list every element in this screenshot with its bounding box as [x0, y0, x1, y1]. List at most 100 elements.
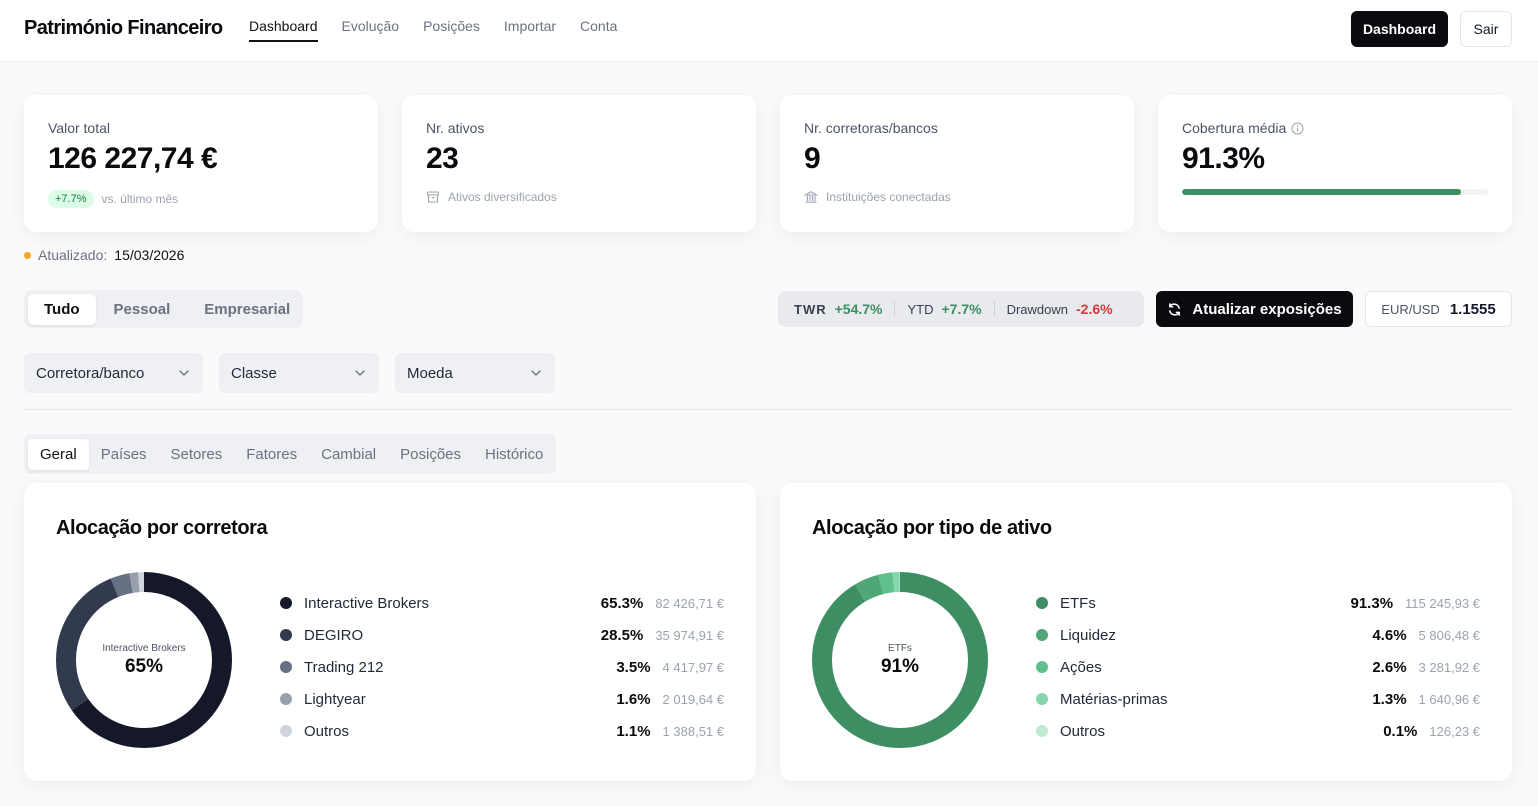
donut-slice-1 — [56, 572, 232, 748]
metric-ytd: YTD +7.7% — [894, 301, 993, 317]
tab-paises[interactable]: Países — [100, 445, 147, 463]
top-navbar: Património Financeiro Dashboard Evolução… — [0, 0, 1538, 62]
legend-name: Ações — [1060, 658, 1102, 676]
kpi-value: 23 — [426, 142, 459, 175]
update-exposures-button[interactable]: Atualizar exposições — [1156, 291, 1353, 327]
legend-pct: 2.6% — [1372, 658, 1407, 676]
metric-twr: TWR +54.7% — [792, 301, 894, 317]
legend-name: Outros — [304, 722, 350, 740]
drawdown-value: -2.6% — [1076, 301, 1113, 317]
legend-values: 1.6% 2 019,64 € — [616, 691, 724, 708]
chart-title: Alocação por tipo de ativo — [812, 517, 1052, 539]
segment-tudo[interactable]: Tudo — [28, 293, 96, 325]
updated-date: 15/03/2026 — [114, 247, 185, 263]
asset-type-allocation-card: Alocação por tipo de ativo ETFs 91% ETFs… — [780, 483, 1512, 781]
broker-allocation-card: Alocação por corretora Interactive Broke… — [24, 483, 756, 781]
fx-value: 1.1555 — [1449, 300, 1496, 318]
donut-slice-3 — [812, 572, 988, 748]
chevron-down-icon — [531, 370, 541, 376]
legend-row: Liquidez 4.6% 5 806,48 € — [1036, 619, 1480, 651]
filter-class-select[interactable]: Classe — [219, 353, 379, 393]
legend-amount: 1 388,51 € — [662, 723, 724, 739]
legend-dot — [280, 629, 292, 641]
updated-label: Atualizado: — [38, 247, 108, 263]
kpi-value: 91.3% — [1182, 142, 1265, 175]
kpi-sub: +7.7% vs. último mês — [48, 190, 178, 208]
nav-conta[interactable]: Conta — [580, 18, 618, 34]
asset-type-donut-chart — [812, 572, 988, 748]
legend-pct: 65.3% — [600, 594, 644, 612]
legend-pct: 0.1% — [1383, 722, 1418, 740]
filter-currency-select[interactable]: Moeda — [395, 353, 555, 393]
nav-dashboard[interactable]: Dashboard — [249, 18, 318, 42]
legend-amount: 2 019,64 € — [662, 691, 724, 707]
legend-amount: 115 245,93 € — [1405, 595, 1480, 611]
legend-pct: 1.1% — [616, 722, 651, 740]
kpi-value: 126 227,74 € — [48, 142, 218, 175]
legend-pct: 4.6% — [1372, 626, 1407, 644]
legend-name: Matérias-primas — [1060, 690, 1168, 708]
legend-amount: 4 417,97 € — [662, 659, 724, 675]
dashboard-button[interactable]: Dashboard — [1351, 11, 1448, 47]
broker-legend: Interactive Brokers 65.3% 82 426,71 € DEG… — [280, 587, 724, 747]
kpi-card-coverage: Cobertura média 91.3% — [1158, 95, 1512, 232]
logout-button[interactable]: Sair — [1460, 11, 1512, 47]
drawdown-label: Drawdown — [1006, 301, 1068, 317]
tab-posicoes[interactable]: Posições — [400, 445, 462, 463]
bank-icon — [804, 191, 818, 203]
refresh-icon — [1169, 302, 1181, 316]
nav-evolucao[interactable]: Evolução — [341, 18, 400, 34]
legend-values: 91.3% 115 245,93 € — [1351, 595, 1481, 612]
legend-dot — [1036, 725, 1048, 737]
legend-row: Interactive Brokers 65.3% 82 426,71 € — [280, 587, 724, 619]
kpi-card-assets: Nr. ativos 23 Ativos diversificados — [402, 95, 756, 232]
tab-fatores[interactable]: Fatores — [246, 445, 298, 463]
main-nav: Dashboard Evolução Posições Importar Con… — [249, 18, 617, 42]
app-title: Património Financeiro — [24, 17, 223, 39]
legend-values: 2.6% 3 281,92 € — [1372, 659, 1480, 676]
donut-slice-4 — [56, 572, 232, 748]
tab-cambial[interactable]: Cambial — [321, 445, 377, 463]
legend-amount: 5 806,48 € — [1418, 627, 1480, 643]
legend-row: Outros 1.1% 1 388,51 € — [280, 715, 724, 747]
filter-broker-select[interactable]: Corretora/banco — [24, 353, 203, 393]
legend-row: Matérias-primas 1.3% 1 640,96 € — [1036, 683, 1480, 715]
legend-amount: 126,23 € — [1429, 723, 1480, 739]
legend-pct: 91.3% — [1350, 594, 1394, 612]
archive-icon — [426, 191, 440, 203]
ytd-value: +7.7% — [941, 301, 982, 317]
legend-values: 4.6% 5 806,48 € — [1372, 627, 1480, 644]
segment-pessoal[interactable]: Pessoal — [113, 300, 171, 318]
legend-row: Outros 0.1% 126,23 € — [1036, 715, 1480, 747]
legend-name: Lightyear — [304, 690, 366, 708]
legend-row: DEGIRO 28.5% 35 974,91 € — [280, 619, 724, 651]
tab-historico[interactable]: Histórico — [485, 445, 544, 463]
legend-row: Trading 212 3.5% 4 417,97 € — [280, 651, 724, 683]
last-updated: Atualizado: 15/03/2026 — [24, 247, 184, 263]
legend-amount: 35 974,91 € — [655, 627, 724, 643]
update-button-label: Atualizar exposições — [1192, 300, 1342, 318]
segment-empresarial[interactable]: Empresarial — [204, 300, 291, 318]
coverage-progress-bar — [1182, 189, 1488, 195]
scope-segmented-control: Tudo Pessoal Empresarial — [24, 290, 303, 328]
change-badge: +7.7% — [48, 190, 94, 208]
legend-amount: 3 281,92 € — [1418, 659, 1480, 675]
kpi-caption: Ativos diversificados — [448, 190, 557, 204]
legend-amount: 82 426,71 € — [655, 595, 724, 611]
nav-importar[interactable]: Importar — [503, 18, 557, 34]
legend-name: Trading 212 — [304, 658, 384, 676]
tab-setores[interactable]: Setores — [170, 445, 223, 463]
legend-row: Lightyear 1.6% 2 019,64 € — [280, 683, 724, 715]
filter-label: Corretora/banco — [36, 364, 145, 382]
metric-drawdown: Drawdown -2.6% — [993, 301, 1125, 317]
chart-title: Alocação por corretora — [56, 517, 268, 539]
legend-row: ETFs 91.3% 115 245,93 € — [1036, 587, 1480, 619]
coverage-progress-fill — [1182, 189, 1462, 195]
broker-donut-chart — [56, 572, 232, 748]
tab-geral[interactable]: Geral — [28, 438, 89, 470]
info-icon[interactable] — [1291, 122, 1304, 135]
kpi-label: Valor total — [48, 120, 110, 136]
legend-pct: 1.3% — [1372, 690, 1407, 708]
nav-posicoes[interactable]: Posições — [423, 18, 480, 34]
twr-label: TWR — [794, 301, 827, 317]
